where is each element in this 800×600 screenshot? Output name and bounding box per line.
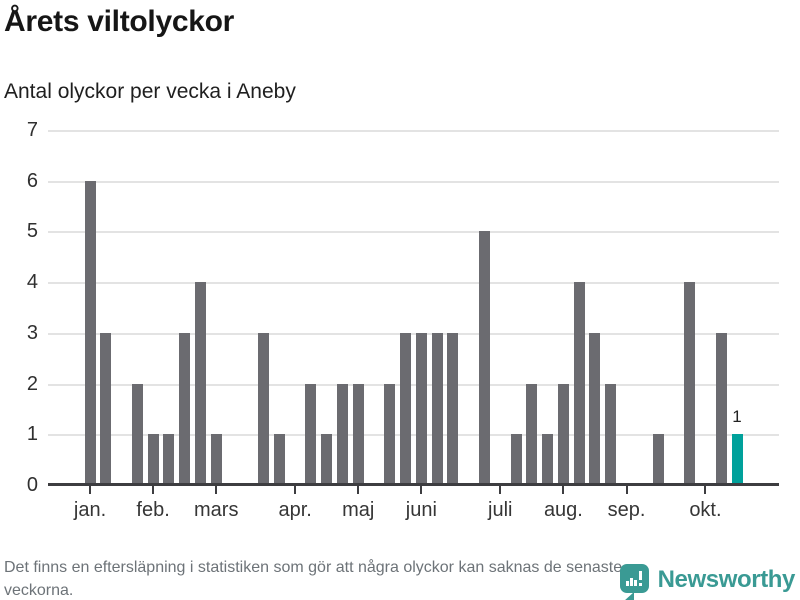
bar-week-4 [131, 383, 143, 485]
y-tick-label-0: 0 [26, 474, 38, 496]
page-title: Årets viltolyckor [4, 5, 234, 38]
speech-bubble-tail [623, 591, 634, 600]
y-tick-label-4: 4 [26, 271, 38, 294]
month-tick-aug [562, 486, 565, 494]
gridline-y2 [48, 383, 779, 386]
y-tick-label-1: 1 [26, 423, 38, 446]
month-tick-maj [357, 486, 360, 494]
bar-week-20 [384, 383, 396, 485]
month-label-mars: mars [194, 499, 239, 521]
bar-week-37 [652, 434, 664, 485]
exclamation-stem-icon [638, 570, 642, 580]
bar-week-32 [573, 282, 585, 485]
month-label-juli: juli [488, 499, 513, 521]
bar-week-39 [684, 282, 696, 485]
footer-note: Det finns en eftersläpning i statistiken… [4, 559, 623, 599]
gridline-y5 [48, 231, 779, 234]
month-tick-juni [420, 486, 423, 494]
y-tick-label-6: 6 [26, 169, 38, 192]
mini-bar-icon [633, 579, 637, 586]
bar-week-9 [210, 434, 222, 485]
plot-area: 1 jan. feb. mars apr. maj juni juli aug. sep. okt. [48, 130, 779, 521]
bar-week-28 [510, 434, 522, 485]
bar-week-12 [258, 332, 270, 485]
month-tick-sep [625, 486, 628, 494]
x-axis-line [48, 483, 779, 486]
month-label-jan: jan. [73, 499, 107, 521]
month-label-feb: feb. [136, 499, 170, 521]
bar-week-8 [194, 282, 206, 485]
bar-week-5 [147, 434, 159, 485]
month-label-maj: maj [342, 499, 375, 521]
bar-week-33 [589, 332, 601, 485]
bar-week-7 [179, 332, 191, 485]
bar-week-31 [557, 383, 569, 485]
newsworthy-wordmark: Newsworthy [657, 566, 796, 593]
gridline-y1 [48, 434, 779, 437]
bar-week-23 [431, 332, 443, 485]
bar-week-13 [273, 434, 285, 485]
exclamation-dot-icon [638, 582, 642, 586]
bar-week-22 [415, 332, 427, 485]
month-label-juni: juni [405, 499, 437, 521]
y-tick-label-7: 7 [26, 119, 38, 141]
y-tick-label-2: 2 [26, 372, 38, 395]
bar-week-17 [336, 383, 348, 485]
month-tick-mars [215, 486, 218, 494]
mini-bar-icon [629, 577, 633, 586]
bar-week-29 [526, 383, 538, 485]
gridline-y7 [48, 130, 779, 132]
y-tick-label-5: 5 [26, 220, 38, 243]
month-tick-juli [499, 486, 502, 494]
bar-week-26 [479, 231, 490, 485]
highlighted-bar-value-label: 1 [732, 407, 742, 427]
bar-week-6 [163, 434, 175, 485]
bar-week-24 [447, 332, 459, 485]
y-axis: 0 1 2 3 4 5 6 7 [0, 119, 38, 496]
gridline-y4 [48, 282, 779, 285]
month-tick-jan [89, 486, 91, 494]
month-label-okt: okt. [689, 499, 722, 521]
month-tick-feb [152, 486, 155, 494]
bar-week-21 [400, 332, 412, 485]
month-label-aug: aug. [543, 499, 583, 521]
bar-week-41 [715, 332, 727, 485]
bar-week-34 [605, 383, 617, 485]
newsworthy-logo: Newsworthy [619, 561, 796, 600]
month-label-apr: apr. [278, 499, 312, 521]
chart-subtitle: Antal olyckor per vecka i Aneby [4, 80, 296, 103]
bar-week-42 [731, 434, 743, 485]
bar-week-18 [352, 383, 364, 485]
bar-week-2 [100, 332, 112, 485]
gridline-y3 [48, 332, 779, 335]
bar-week-30 [542, 434, 554, 485]
bar-week-16 [321, 434, 333, 485]
bar-week-15 [305, 383, 317, 485]
y-tick-label-3: 3 [26, 321, 38, 344]
month-tick-okt [704, 486, 707, 494]
month-label-sep: sep. [607, 499, 646, 521]
newsworthy-icon [619, 563, 649, 600]
mini-bar-icon [625, 580, 629, 586]
gridline-y6 [48, 180, 779, 183]
month-tick-apr [294, 486, 297, 494]
bar-week-1 [84, 180, 96, 485]
